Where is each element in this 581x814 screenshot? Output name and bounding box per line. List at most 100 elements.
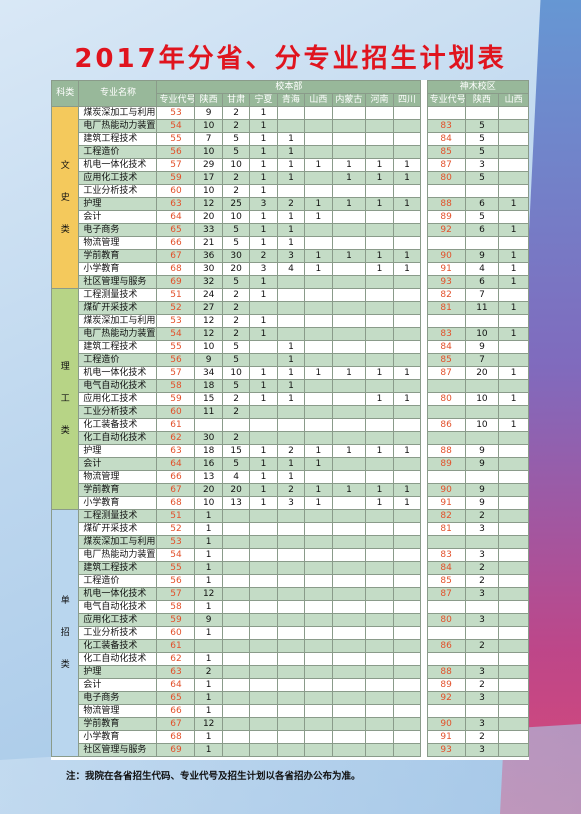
main-quota-cell	[194, 639, 223, 653]
table-row: 小学教育 68 30 20 3 4 1 1 1 91 4 1	[52, 262, 529, 276]
main-quota-cell	[392, 613, 422, 627]
main-quota-cell	[304, 652, 333, 666]
main-quota-cell: 12	[194, 327, 223, 341]
main-quota-cell	[331, 626, 367, 640]
main-quota-cell: 1	[365, 158, 394, 172]
main-quota-cell	[392, 314, 422, 328]
column-gap	[420, 717, 428, 731]
major-name-cell: 化工自动化技术	[78, 652, 158, 666]
main-quota-cell	[276, 665, 306, 679]
shenmu-quota-cell: 9	[464, 483, 500, 497]
column-gap	[420, 678, 428, 692]
main-quota-cell	[331, 184, 367, 198]
enrollment-plan-table: 科类 专业名称 校本部 神木校区 专业代号 陕西 甘肃 宁夏 青海 山西 内蒙古 河南 四川 专业…	[50, 80, 530, 757]
main-quota-cell	[331, 106, 367, 120]
main-quota-cell	[365, 587, 394, 601]
major-code-cell: 56	[156, 353, 196, 367]
main-quota-cell: 5	[221, 275, 251, 289]
main-quota-cell: 1	[194, 600, 223, 614]
shenmu-code-cell: 86	[426, 418, 466, 432]
main-quota-cell	[249, 665, 278, 679]
major-code-cell: 53	[156, 314, 196, 328]
major-name-cell: 电气自动化技术	[78, 379, 158, 393]
shenmu-quota-cell	[498, 405, 529, 419]
main-quota-cell: 1	[194, 548, 223, 562]
shenmu-quota-cell: 10	[464, 392, 500, 406]
column-gap	[420, 457, 428, 471]
table-row: 物流管理 66 1	[52, 704, 529, 718]
main-quota-cell: 1	[276, 457, 306, 471]
main-quota-cell: 1	[304, 158, 333, 172]
shenmu-code-cell: 88	[426, 665, 466, 679]
main-quota-cell	[365, 431, 394, 445]
main-quota-cell	[304, 145, 333, 159]
shenmu-code-cell: 83	[426, 119, 466, 133]
main-quota-cell: 2	[249, 249, 278, 263]
main-quota-cell	[304, 691, 333, 705]
shenmu-quota-cell: 6	[464, 223, 500, 237]
main-quota-cell	[304, 106, 333, 120]
shenmu-quota-cell: 5	[464, 210, 500, 224]
main-quota-cell: 2	[221, 184, 251, 198]
major-name-cell: 物流管理	[78, 470, 158, 484]
shenmu-code-cell	[426, 535, 466, 549]
main-quota-cell: 1	[365, 496, 394, 510]
main-quota-cell	[249, 613, 278, 627]
main-quota-cell	[221, 639, 251, 653]
main-quota-cell	[304, 730, 333, 744]
main-quota-cell: 16	[194, 457, 223, 471]
table-row: 工业分析技术 60 11 2	[52, 405, 529, 419]
main-quota-cell: 1	[249, 327, 278, 341]
main-quota-cell	[365, 561, 394, 575]
major-name-cell: 工业分析技术	[78, 405, 158, 419]
shenmu-code-cell: 90	[426, 717, 466, 731]
shenmu-quota-cell: 6	[464, 275, 500, 289]
main-quota-cell	[304, 587, 333, 601]
main-quota-cell	[304, 418, 333, 432]
major-name-cell: 电厂热能动力装置	[78, 119, 158, 133]
main-quota-cell	[392, 678, 422, 692]
main-quota-cell: 1	[249, 236, 278, 250]
shenmu-code-cell: 89	[426, 678, 466, 692]
shenmu-code-cell: 81	[426, 301, 466, 315]
shenmu-quota-cell	[498, 457, 529, 471]
shenmu-code-cell	[426, 379, 466, 393]
main-quota-cell: 1	[276, 145, 306, 159]
main-quota-cell	[304, 171, 333, 185]
main-quota-cell	[249, 600, 278, 614]
shenmu-quota-cell: 3	[464, 691, 500, 705]
shenmu-quota-cell	[498, 340, 529, 354]
main-quota-cell: 29	[194, 158, 223, 172]
main-quota-cell	[276, 730, 306, 744]
header-campus-shenmu: 神木校区	[426, 80, 530, 94]
header-shenmu-col-2: 山西	[498, 93, 529, 107]
main-quota-cell	[331, 691, 367, 705]
column-gap	[420, 80, 428, 107]
main-quota-cell	[249, 626, 278, 640]
main-quota-cell	[304, 561, 333, 575]
shenmu-quota-cell	[498, 665, 529, 679]
shenmu-code-cell: 85	[426, 353, 466, 367]
shenmu-quota-cell: 3	[464, 717, 500, 731]
major-code-cell: 64	[156, 678, 196, 692]
shenmu-quota-cell: 3	[464, 665, 500, 679]
shenmu-quota-cell: 3	[464, 548, 500, 562]
table-row: 护理 63 12 25 3 2 1 1 1 1 88 6 1	[52, 197, 529, 211]
main-quota-cell: 2	[276, 444, 306, 458]
main-quota-cell: 5	[221, 223, 251, 237]
main-quota-cell	[331, 730, 367, 744]
table-row: 应用化工技术 59 15 2 1 1 1 1 80 10 1	[52, 392, 529, 406]
column-gap	[420, 106, 428, 120]
main-quota-cell	[304, 509, 333, 523]
shenmu-code-cell	[426, 704, 466, 718]
major-name-cell: 学前教育	[78, 717, 158, 731]
main-quota-cell	[304, 327, 333, 341]
shenmu-code-cell: 90	[426, 483, 466, 497]
major-name-cell: 煤矿开采技术	[78, 301, 158, 315]
main-quota-cell	[365, 223, 394, 237]
main-quota-cell: 1	[194, 626, 223, 640]
main-quota-cell	[276, 639, 306, 653]
main-quota-cell	[365, 353, 394, 367]
major-code-cell: 65	[156, 223, 196, 237]
main-quota-cell: 2	[221, 405, 251, 419]
